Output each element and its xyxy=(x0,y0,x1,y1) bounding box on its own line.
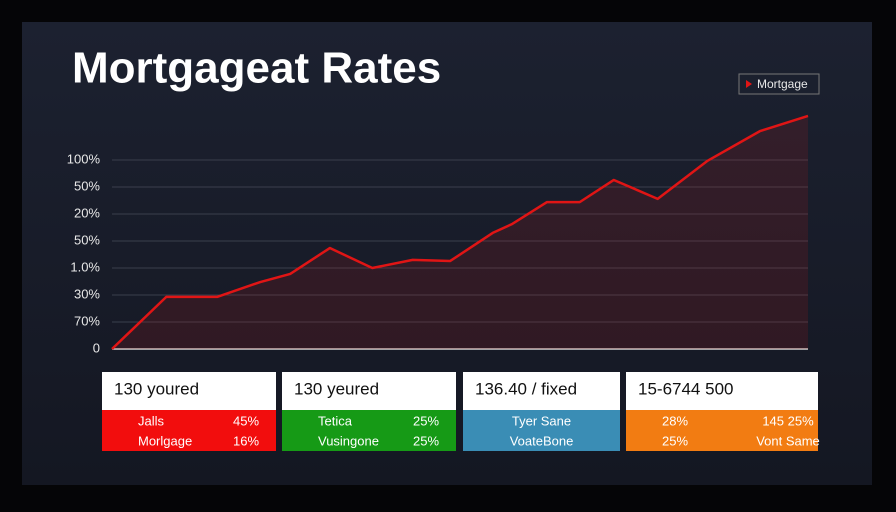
card-cell: Vusingone xyxy=(318,433,379,448)
card-title: 136.40 / fixed xyxy=(475,379,577,398)
card-header xyxy=(102,372,276,410)
card-cell: 28% xyxy=(662,413,688,428)
card-title: 130 youred xyxy=(114,379,199,398)
y-tick-label: 70% xyxy=(74,313,100,328)
card-cell: 25% xyxy=(662,433,688,448)
card-cell: 145 25% xyxy=(762,413,814,428)
y-tick-label: 50% xyxy=(74,178,100,193)
y-tick-label: 50% xyxy=(74,232,100,247)
legend-label: Mortgage xyxy=(757,77,808,91)
card-header xyxy=(282,372,456,410)
card-cell: 25% xyxy=(413,433,439,448)
y-tick-label: 30% xyxy=(74,286,100,301)
card-title: 15-6744 500 xyxy=(638,379,733,398)
card-cell: Tetica xyxy=(318,413,353,428)
legend-swatch xyxy=(746,80,752,88)
card-body xyxy=(626,410,818,451)
card-header xyxy=(463,372,620,410)
card-cell: Morlgage xyxy=(138,433,192,448)
card-cell: 16% xyxy=(233,433,259,448)
card-header xyxy=(626,372,818,410)
card-body xyxy=(282,410,456,451)
card-body xyxy=(463,410,620,451)
area xyxy=(112,115,808,350)
card-title: 130 yeured xyxy=(294,379,379,398)
card-cell: VoateBone xyxy=(510,433,574,448)
legend-box xyxy=(738,73,820,95)
card-cell: Tyer Sane xyxy=(512,413,571,428)
card-cell: Vont Same xyxy=(756,433,820,448)
chart-title: Mortgageat Rates xyxy=(72,44,441,93)
card-cell: Jalls xyxy=(138,413,165,428)
y-tick-label: 0 xyxy=(93,340,100,355)
y-tick-label: 20% xyxy=(74,205,100,220)
card-cell: 25% xyxy=(413,413,439,428)
card-cell: 45% xyxy=(233,413,259,428)
line xyxy=(111,114,809,350)
y-tick-label: 1.0% xyxy=(70,259,100,274)
card-body xyxy=(102,410,276,451)
y-tick-label: 100% xyxy=(67,151,101,166)
